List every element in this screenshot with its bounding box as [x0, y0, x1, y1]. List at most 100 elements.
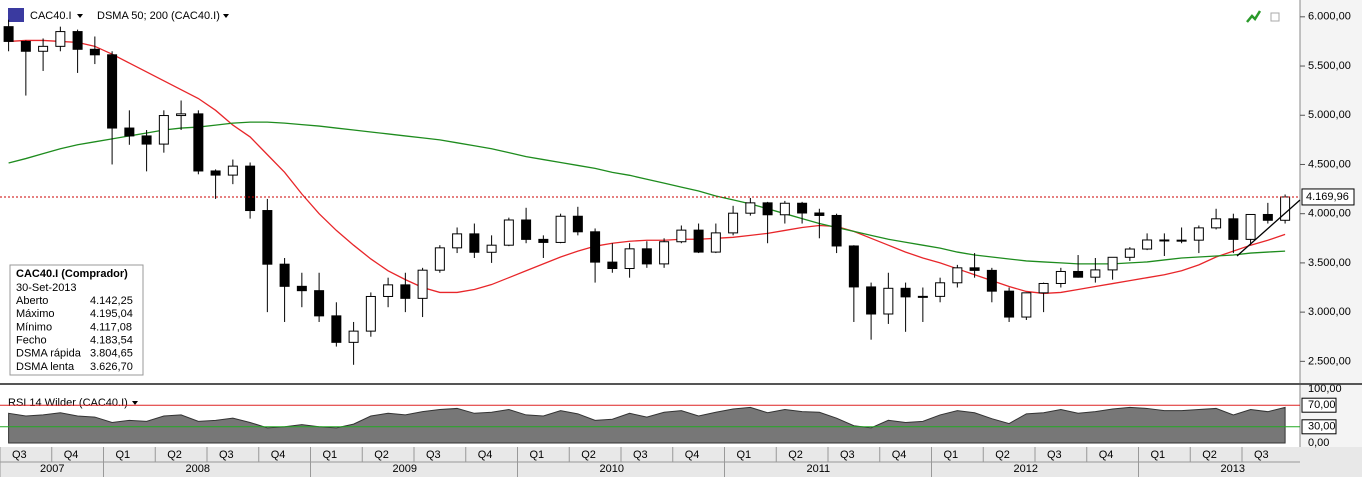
candle-body [728, 212, 739, 234]
candle-body [1176, 239, 1187, 242]
axis-panel [1300, 0, 1362, 447]
candle-body [469, 233, 480, 253]
candle-body [1262, 213, 1273, 221]
quarter-label: Q1 [737, 449, 752, 461]
candle-body [417, 269, 428, 299]
dropdown[interactable] [77, 14, 83, 18]
quarter-label: Q4 [1099, 449, 1114, 461]
y-tick-label: 4.000,00 [1308, 208, 1351, 220]
candle-body [383, 284, 394, 297]
candle-body [900, 287, 911, 298]
candle-body [883, 287, 894, 315]
candle-body [676, 229, 687, 243]
trend-icon[interactable] [1246, 10, 1262, 23]
y-tick-label: 6.000,00 [1308, 11, 1351, 23]
candle-body [659, 241, 670, 265]
info-label: Aberto [16, 295, 48, 307]
quarter-label: Q1 [1151, 449, 1166, 461]
info-value: 3.804,65 [90, 348, 133, 360]
candle-body [1193, 227, 1204, 241]
y-tick-label: 4.500,00 [1308, 158, 1351, 170]
quarter-label: Q4 [478, 449, 493, 461]
candle-body [245, 165, 256, 212]
candle-body [262, 210, 273, 265]
info-box [9, 264, 144, 376]
candle-body [38, 45, 49, 52]
year-label: 2008 [186, 463, 210, 475]
quarter-label: Q2 [374, 449, 389, 461]
rsi-tick-label: 30,00 [1308, 421, 1336, 433]
candle-body [193, 113, 204, 172]
year-label: 2013 [1221, 463, 1245, 475]
quarter-label: Q3 [1254, 449, 1269, 461]
candle-body [55, 31, 66, 47]
year-label: 2012 [1014, 463, 1038, 475]
candle-body [917, 295, 928, 298]
symbol[interactable]: CAC40.I [30, 10, 72, 22]
quarter-label: Q4 [271, 449, 286, 461]
rsi-tick-label: 100,00 [1308, 383, 1342, 395]
quarter-label: Q3 [219, 449, 234, 461]
candle-body [607, 261, 618, 270]
info-value: 4.117,08 [90, 321, 132, 333]
info-value: 4.142,25 [90, 295, 133, 307]
candle-body [866, 286, 877, 315]
indicator[interactable]: DSMA 50; 200 (CAC40.I) [97, 10, 220, 22]
moving-average [8, 121, 1286, 265]
price-tag-label: 4.169,96 [1306, 191, 1349, 203]
candle-body [779, 202, 790, 216]
y-tick-label: 5.500,00 [1308, 60, 1351, 72]
year-label: 2011 [807, 463, 831, 475]
trend-line [1236, 199, 1301, 257]
quarter-label: Q1 [323, 449, 338, 461]
candle-body [314, 290, 325, 317]
info-label: Mínimo [16, 321, 52, 333]
candle-body [1142, 239, 1153, 250]
symbol-icon[interactable] [8, 8, 24, 22]
y-tick-label: 3.500,00 [1308, 257, 1351, 269]
candle-body [641, 248, 652, 265]
quarter-label: Q2 [581, 449, 596, 461]
candle-body [1245, 213, 1256, 240]
candle-body [1073, 270, 1084, 278]
rsi-tag [1301, 419, 1337, 435]
candle-body [814, 212, 825, 216]
dropdown[interactable] [132, 401, 138, 405]
y-tick-label: 5.000,00 [1308, 109, 1351, 121]
candle-body [624, 248, 635, 270]
candle-body [124, 127, 135, 137]
dropdown[interactable] [223, 14, 229, 18]
candle-body [693, 229, 704, 253]
rsi-tag [1301, 397, 1337, 413]
rsi-tick-label: 0,00 [1308, 437, 1329, 449]
y-tick-label: 3.000,00 [1308, 306, 1351, 318]
quarter-label: Q4 [685, 449, 700, 461]
candle-body [1159, 239, 1170, 242]
quarter-label: Q4 [892, 449, 907, 461]
quarter-label: Q3 [840, 449, 855, 461]
candle-body [176, 113, 187, 117]
y-tick-label: 2.500,00 [1308, 355, 1351, 367]
candle-body [848, 245, 859, 288]
candle-body [710, 232, 721, 253]
candle-body [1107, 256, 1118, 271]
candle-body [969, 267, 980, 271]
info-label: DSMA lenta [16, 361, 75, 373]
year-label: 2007 [40, 463, 64, 475]
candle-body [762, 202, 773, 216]
quarter-label: Q4 [64, 449, 79, 461]
candle-body [555, 215, 566, 243]
rsi-title[interactable]: RSI 14 Wilder (CAC40.I) [8, 397, 128, 409]
candle-body [1124, 248, 1135, 258]
candle-body [1004, 290, 1015, 318]
window-button[interactable] [1270, 12, 1280, 22]
year-label: 2010 [600, 463, 624, 475]
candle-body [331, 315, 342, 343]
candle-body [831, 214, 842, 247]
candle-body [952, 267, 963, 284]
quarter-label: Q2 [167, 449, 182, 461]
quarter-label: Q3 [12, 449, 27, 461]
quarter-label: Q1 [116, 449, 131, 461]
candle-body [1038, 282, 1049, 294]
